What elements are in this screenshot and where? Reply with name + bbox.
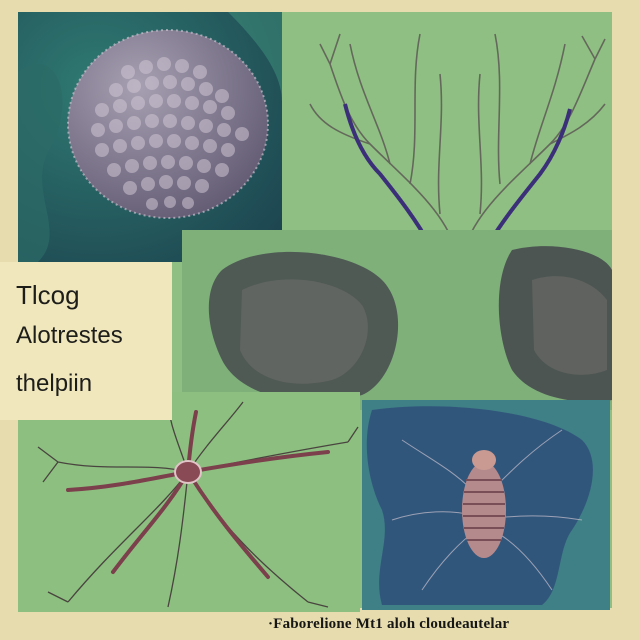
label-line-1: Tlcog xyxy=(16,280,80,310)
anatomy-panel xyxy=(362,400,610,610)
label-line-2: Alotrestes xyxy=(16,322,123,349)
neuron-illustration xyxy=(18,392,360,612)
cell-illustration-panel xyxy=(18,12,282,262)
cell-sphere-illustration xyxy=(18,12,282,262)
label-line-3: thelpiin xyxy=(16,370,93,397)
bottom-caption: ·Faborelione Mt1 aloh cloudeautelar xyxy=(268,616,510,632)
tissue-panel xyxy=(182,230,612,410)
anatomy-illustration xyxy=(362,400,610,610)
neuron-panel xyxy=(18,392,360,612)
tissue-blobs-illustration xyxy=(182,230,612,410)
label-box xyxy=(0,262,172,420)
